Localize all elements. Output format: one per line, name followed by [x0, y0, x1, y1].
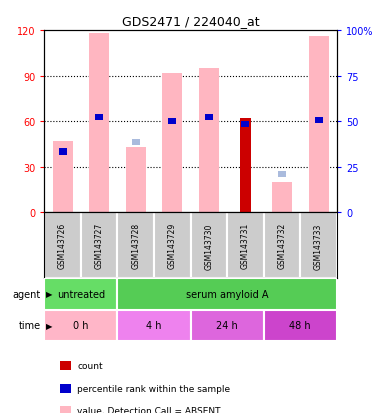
Bar: [126, 147, 146, 213]
Bar: [227, 213, 264, 279]
Bar: [300, 213, 337, 279]
Text: ▶: ▶: [46, 290, 53, 299]
Bar: [241, 122, 249, 128]
Bar: [117, 213, 154, 279]
Text: value, Detection Call = ABSENT: value, Detection Call = ABSENT: [77, 406, 221, 413]
Text: time: time: [18, 320, 40, 330]
Bar: [308, 37, 329, 213]
Bar: [278, 172, 286, 178]
Text: agent: agent: [12, 289, 40, 299]
Text: serum amyloid A: serum amyloid A: [186, 289, 268, 299]
Title: GDS2471 / 224040_at: GDS2471 / 224040_at: [122, 15, 259, 28]
Text: untreated: untreated: [57, 289, 105, 299]
Text: percentile rank within the sample: percentile rank within the sample: [77, 384, 230, 393]
Bar: [272, 183, 292, 213]
Bar: [315, 117, 323, 123]
Bar: [162, 74, 182, 213]
Text: count: count: [77, 361, 103, 370]
Text: GSM143729: GSM143729: [168, 223, 177, 269]
Bar: [44, 213, 81, 279]
Text: GSM143733: GSM143733: [314, 223, 323, 269]
Bar: [89, 34, 109, 213]
Bar: [240, 119, 251, 213]
Bar: [52, 142, 73, 213]
Bar: [264, 310, 337, 341]
Text: GSM143730: GSM143730: [204, 223, 213, 269]
Text: ▶: ▶: [46, 321, 53, 330]
Bar: [81, 213, 117, 279]
Bar: [191, 213, 227, 279]
Bar: [264, 213, 300, 279]
Text: GSM143732: GSM143732: [278, 223, 286, 269]
Bar: [154, 213, 191, 279]
Bar: [168, 119, 176, 125]
Bar: [59, 149, 67, 155]
Text: 24 h: 24 h: [216, 320, 238, 330]
Bar: [132, 140, 140, 146]
Bar: [95, 114, 103, 120]
Text: GSM143727: GSM143727: [95, 223, 104, 269]
Bar: [117, 310, 191, 341]
Bar: [117, 279, 337, 310]
Text: GSM143728: GSM143728: [131, 223, 140, 269]
Text: 4 h: 4 h: [146, 320, 162, 330]
Bar: [44, 310, 117, 341]
Text: GSM143726: GSM143726: [58, 223, 67, 269]
Bar: [205, 114, 213, 120]
Text: GSM143731: GSM143731: [241, 223, 250, 269]
Text: 0 h: 0 h: [73, 320, 89, 330]
Bar: [199, 69, 219, 213]
Text: 48 h: 48 h: [290, 320, 311, 330]
Bar: [44, 279, 117, 310]
Bar: [191, 310, 264, 341]
